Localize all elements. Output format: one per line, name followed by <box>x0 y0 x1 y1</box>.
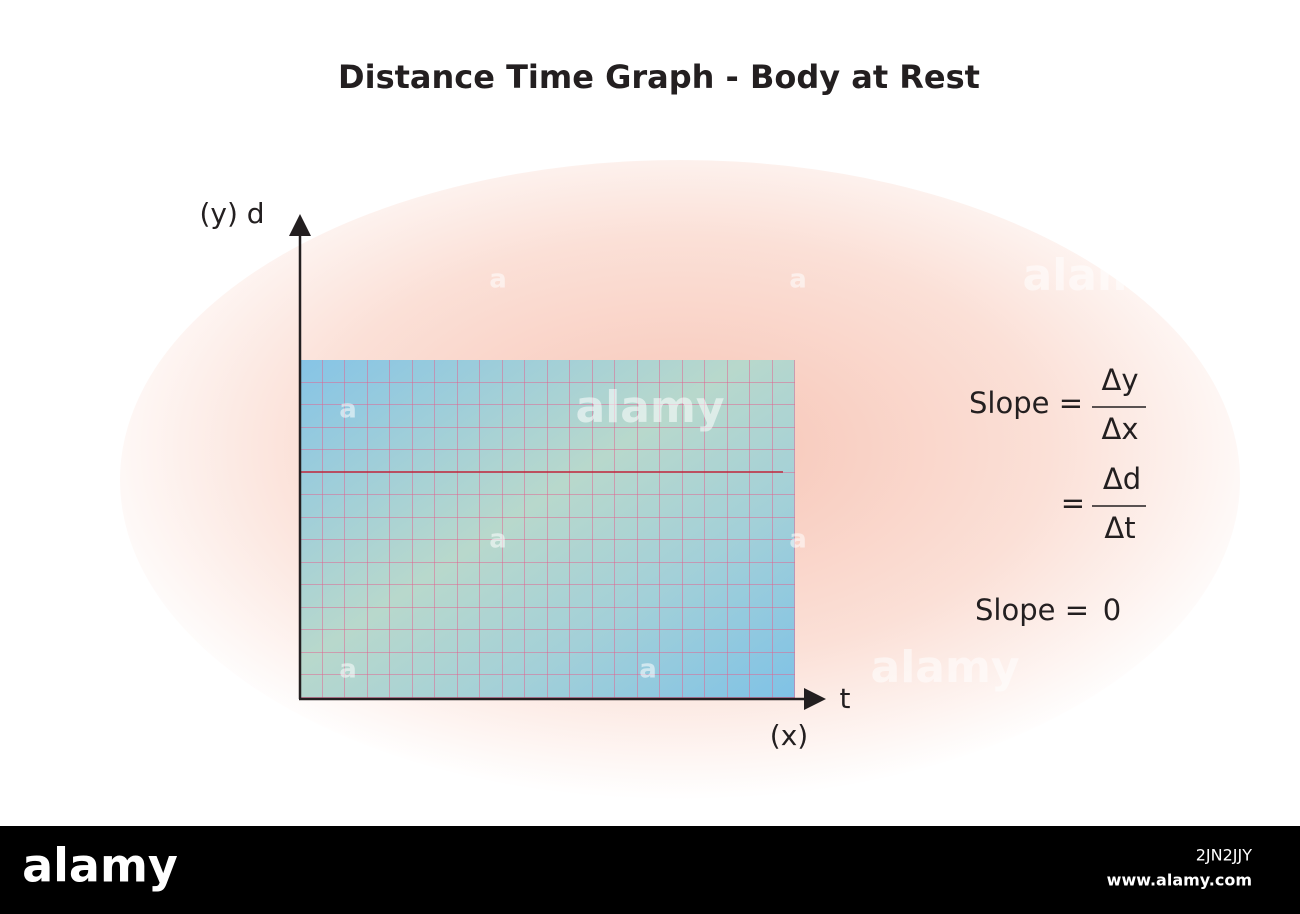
equation-numerator: Δd <box>1103 462 1141 496</box>
watermark: a <box>339 395 357 425</box>
watermark: a <box>639 655 657 685</box>
equation-rhs: 0 <box>1103 593 1121 627</box>
footer-logo: alamy <box>22 839 178 893</box>
equation-denominator: Δt <box>1104 511 1135 545</box>
watermark: a <box>339 655 357 685</box>
watermark: alamy <box>871 642 1020 693</box>
watermark: alamy <box>576 382 725 433</box>
y-axis-arrow <box>289 214 311 236</box>
x-axis-label: t <box>840 682 851 715</box>
equation-lhs: = <box>1061 486 1085 520</box>
graph-grid <box>300 360 795 698</box>
y-axis-label: (y) d <box>199 197 264 230</box>
image-id: 2JN2JJY <box>1196 846 1252 865</box>
watermark: a <box>789 265 807 295</box>
footer <box>0 826 1300 914</box>
equation-lhs: Slope = <box>969 386 1083 420</box>
watermark: a <box>789 525 807 555</box>
watermark: alamy <box>1023 250 1172 301</box>
equation-denominator: Δx <box>1101 412 1138 446</box>
footer-url: www.alamy.com <box>1107 871 1252 890</box>
watermark: a <box>489 265 507 295</box>
equation-numerator: Δy <box>1101 363 1138 397</box>
x-axis-arrow <box>804 688 826 710</box>
equation-lhs: Slope = <box>975 593 1089 627</box>
x-axis-sublabel: (x) <box>770 719 808 752</box>
title: Distance Time Graph - Body at Rest <box>338 58 980 96</box>
watermark: a <box>489 525 507 555</box>
